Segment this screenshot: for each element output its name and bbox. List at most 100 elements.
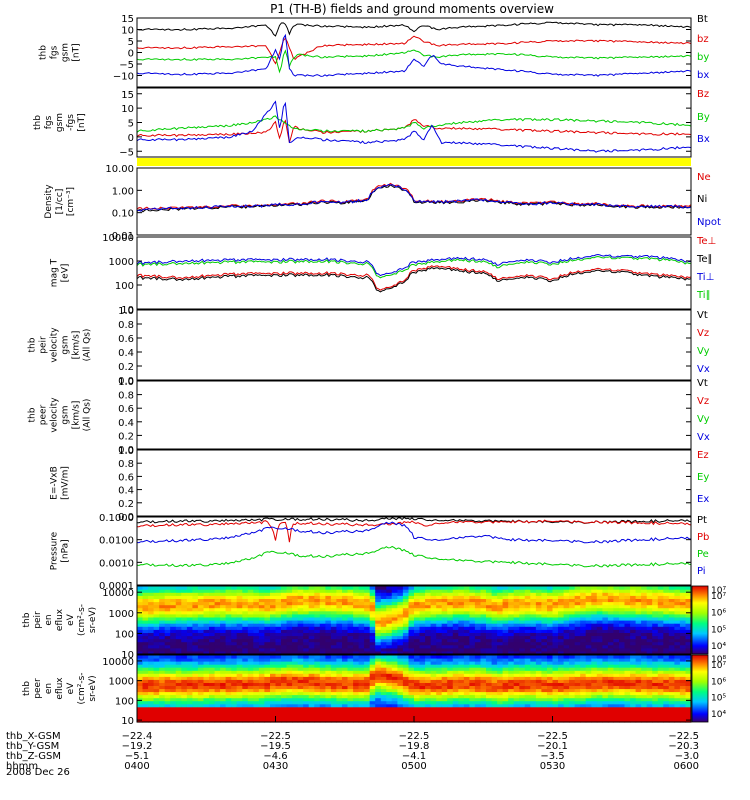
spectrogram-cell — [641, 641, 648, 646]
spectrogram-cell — [214, 607, 221, 612]
spectrogram-cell — [624, 703, 631, 708]
spectrogram-cell — [242, 607, 249, 612]
spectrogram-cell — [325, 635, 332, 640]
spectrogram-cell — [170, 586, 177, 590]
spectrogram-cell — [264, 655, 271, 659]
spectrogram-cell — [474, 616, 481, 621]
spectrogram-cell — [541, 601, 548, 606]
spectrogram-cell — [214, 586, 221, 590]
spectrogram-cell — [569, 638, 576, 643]
spectrogram-cell — [164, 595, 171, 599]
spectrogram-cell — [513, 655, 520, 659]
spectrogram-cell — [220, 650, 227, 655]
spectrogram-cell — [547, 638, 554, 643]
spectrogram-cell — [159, 682, 166, 686]
spectrogram-cell — [236, 676, 243, 680]
spectrogram-cell — [580, 610, 587, 615]
spectrogram-cell — [491, 647, 498, 652]
spectrogram-cell — [430, 667, 437, 671]
spectrogram-cell — [236, 592, 243, 596]
spectrogram-cell — [436, 620, 443, 624]
spectrogram-cell — [558, 595, 565, 599]
spectrogram-cell — [375, 694, 382, 699]
spectrogram-cell — [541, 589, 548, 593]
spectrogram-cell — [397, 595, 404, 599]
spectrogram-cell — [209, 691, 216, 696]
spectrogram-cell — [292, 673, 299, 677]
spectrogram-cell — [258, 610, 265, 615]
spectrogram-cell — [619, 647, 626, 652]
spectrogram-cell — [425, 592, 432, 596]
spectrogram-cell — [253, 638, 260, 643]
spectrogram-cell — [663, 712, 670, 717]
spectrogram-cell — [286, 604, 293, 609]
ylabel-line: fgs — [44, 115, 54, 129]
spectrogram-cell — [668, 670, 675, 674]
spectrogram-cell — [641, 679, 648, 683]
spectrogram-cell — [419, 682, 426, 686]
spectrogram-cell — [231, 694, 238, 699]
spectrogram-cell — [441, 715, 448, 720]
spectrogram-cell — [530, 703, 537, 708]
spectrogram-cell — [197, 613, 204, 618]
ytick-label: 0.1000 — [99, 513, 134, 524]
spectrogram-cell — [142, 673, 149, 677]
spectrogram-cell — [541, 679, 548, 683]
spectrogram-cell — [541, 661, 548, 665]
spectrogram-cell — [563, 613, 570, 618]
spectrogram-cell — [197, 715, 204, 720]
spectrogram-cell — [353, 706, 360, 711]
spectrogram-cell — [624, 673, 631, 677]
spectrogram-cell — [330, 644, 337, 649]
spectrogram-cell — [679, 586, 686, 590]
spectrogram-cell — [236, 673, 243, 677]
spectrogram-cell — [619, 679, 626, 683]
spectrogram-cell — [369, 679, 376, 683]
spectrogram-cell — [247, 670, 254, 674]
ylabel-block: thb peer velocity gsm [km/s] (All Qs) — [28, 397, 93, 433]
spectrogram-cell — [347, 632, 354, 637]
spectrogram-cell — [319, 635, 326, 640]
spectrogram-cell — [330, 632, 337, 637]
spectrogram-cell — [214, 703, 221, 708]
spectrogram-cell — [508, 691, 515, 696]
spectrogram-cell — [408, 664, 415, 668]
spectrogram-cell — [242, 626, 249, 630]
spectrogram-cell — [596, 647, 603, 652]
spectrogram-cell — [292, 586, 299, 590]
spectrogram-cell — [430, 700, 437, 705]
spectrogram-cell — [619, 644, 626, 649]
spectrogram-cell — [624, 635, 631, 640]
spectrogram-cell — [342, 658, 349, 662]
spectrogram-cell — [541, 616, 548, 621]
spectrogram-cell — [253, 604, 260, 609]
spectrogram-cell — [275, 715, 282, 720]
spectrogram-cell — [175, 697, 182, 702]
spectrogram-cell — [607, 688, 614, 693]
spectrogram-cell — [153, 586, 160, 590]
spectrogram-cell — [142, 601, 149, 606]
spectrogram-cell — [630, 682, 637, 686]
spectrogram-cell — [552, 694, 559, 699]
spectrogram-cell — [319, 709, 326, 714]
spectrogram-cell — [247, 658, 254, 662]
spectrogram-cell — [524, 595, 531, 599]
spectrogram-cell — [369, 719, 376, 723]
spectrogram-cell — [491, 673, 498, 677]
panel-frame — [136, 585, 692, 655]
spectrogram-cell — [486, 595, 493, 599]
spectrogram-cell — [375, 650, 382, 655]
spectrogram-cell — [508, 712, 515, 717]
spectrogram-cell — [375, 586, 382, 590]
spectrogram-cell — [674, 697, 681, 702]
spectrogram-cell — [220, 709, 227, 714]
spectrogram-cell — [585, 709, 592, 714]
spectrogram-cell — [303, 644, 310, 649]
spectrogram-cell — [613, 667, 620, 671]
spectrogram-cell — [319, 715, 326, 720]
spectrogram-cell — [175, 629, 182, 633]
spectrogram-cell — [480, 635, 487, 640]
spectrogram-cell — [458, 719, 465, 723]
spectrogram-cell — [596, 700, 603, 705]
spectrogram-cell — [186, 650, 193, 655]
